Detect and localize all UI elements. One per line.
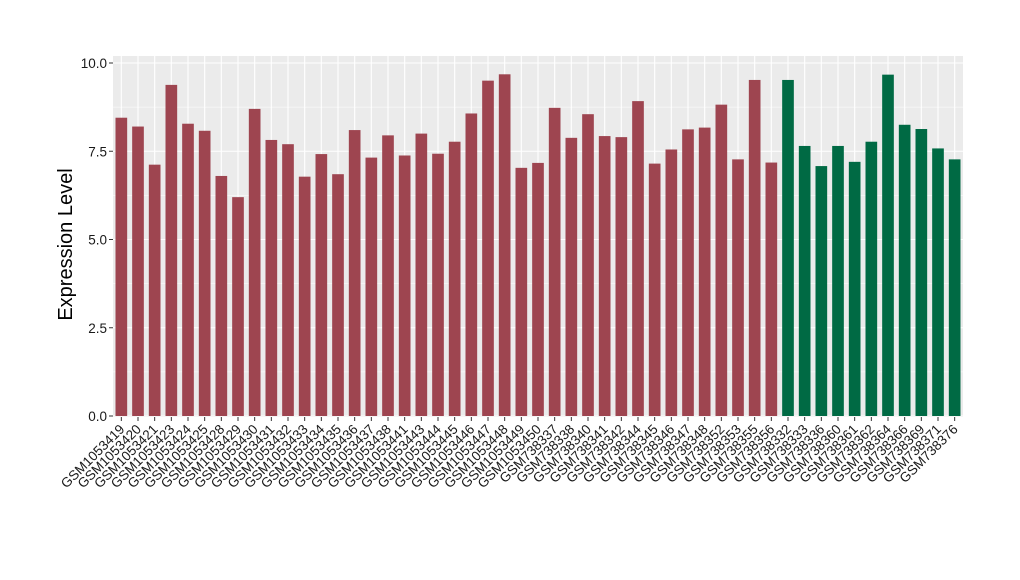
bar-GSM1053446	[465, 113, 478, 416]
bar-GSM1053445	[448, 141, 461, 416]
bar-GSM738337	[548, 107, 561, 417]
bar-GSM1053428	[215, 175, 228, 416]
x-axis: GSM1053419GSM1053420GSM1053421GSM1053423…	[58, 417, 961, 491]
y-tick-label: 7.5	[88, 144, 107, 159]
bar-GSM1053436	[348, 130, 361, 416]
bar-GSM738362	[865, 141, 878, 416]
bar-GSM738342	[615, 137, 628, 416]
bar-GSM738356	[765, 162, 778, 416]
bar-GSM738355	[748, 79, 761, 416]
bar-GSM738338	[565, 137, 578, 416]
bar-GSM1053441	[398, 155, 411, 416]
bar-GSM1053432	[282, 144, 294, 416]
bar-GSM1053443	[415, 133, 428, 416]
bar-GSM1053448	[498, 74, 511, 417]
bar-GSM738352	[715, 104, 728, 417]
bar-GSM1053429	[232, 197, 244, 416]
bar-GSM738360	[832, 145, 844, 416]
bar-GSM1053421	[148, 164, 161, 416]
bar-GSM738369	[915, 129, 928, 417]
bar-GSM738348	[698, 127, 711, 416]
bar-GSM1053434	[315, 154, 328, 416]
y-tick-label: 5.0	[88, 233, 107, 248]
bar-GSM1053435	[332, 174, 344, 416]
bar-GSM1053425	[198, 130, 211, 416]
bar-GSM738376	[948, 159, 961, 416]
bar-GSM738340	[582, 114, 594, 416]
bar-GSM1053450	[532, 162, 544, 416]
y-axis: 0.0 2.5 5.0 7.5 10.0	[81, 56, 113, 424]
bar-GSM738364	[882, 74, 894, 417]
bar-GSM1053420	[132, 126, 144, 416]
bar-GSM738371	[932, 148, 944, 416]
bar-GSM1053444	[432, 153, 444, 416]
bar-GSM1053431	[265, 139, 278, 417]
bar-GSM1053424	[182, 123, 194, 416]
bar-GSM1053419	[115, 117, 128, 416]
bar-GSM738332	[782, 79, 794, 416]
bars	[115, 74, 961, 417]
bar-GSM1053447	[482, 80, 494, 417]
bar-GSM738336	[815, 166, 828, 416]
bar-GSM1053438	[382, 135, 394, 417]
bar-GSM738361	[848, 161, 861, 416]
bar-GSM1053449	[515, 167, 528, 416]
y-axis-title: Expression Level	[55, 168, 77, 320]
bar-GSM738333	[798, 145, 811, 416]
bar-GSM1053423	[165, 84, 178, 417]
y-tick-label: 0.0	[88, 409, 107, 424]
bar-GSM738353	[732, 159, 744, 416]
bar-GSM738347	[682, 129, 694, 416]
bar-GSM738341	[598, 136, 611, 417]
bar-GSM738344	[632, 101, 644, 417]
bar-GSM1053430	[248, 108, 261, 416]
bar-GSM738346	[665, 149, 678, 417]
bar-GSM738345	[648, 163, 661, 416]
bar-GSM1053437	[365, 157, 378, 416]
y-tick-label: 10.0	[81, 56, 107, 71]
bar-GSM738366	[898, 124, 911, 417]
bar-GSM1053433	[298, 176, 311, 416]
y-tick-label: 2.5	[88, 321, 107, 336]
